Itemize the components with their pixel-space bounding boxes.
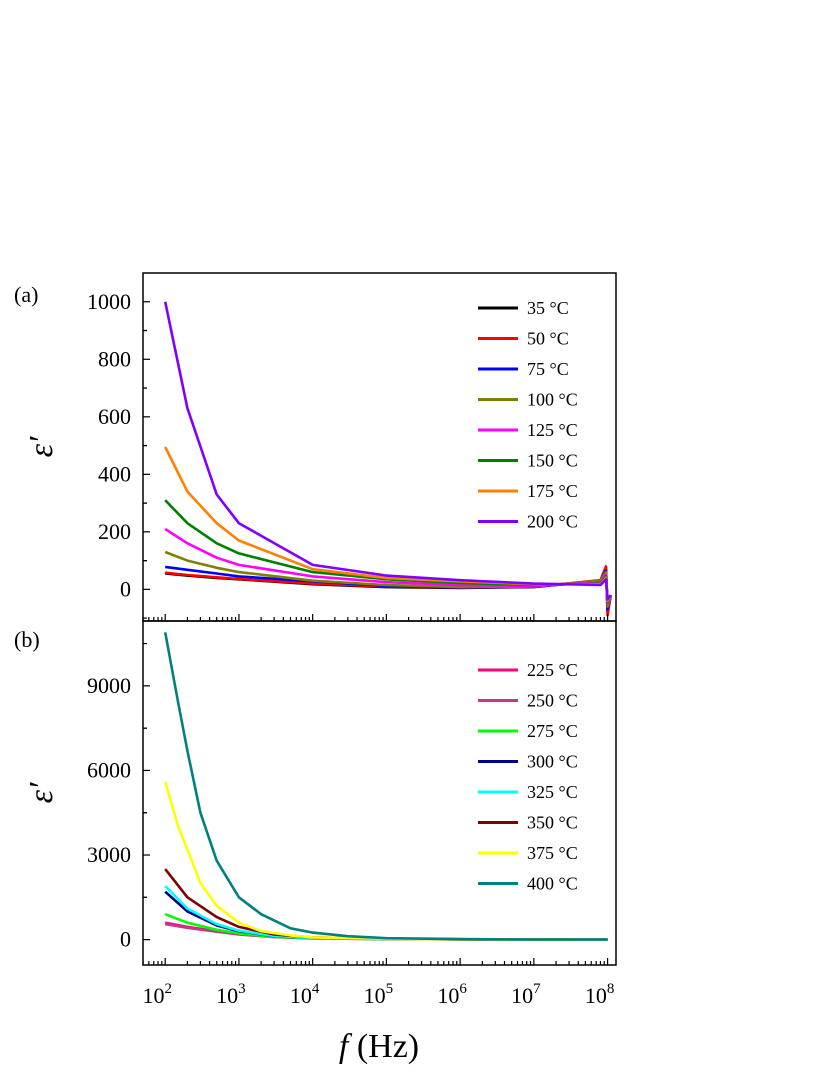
x-tick-label: 103 bbox=[216, 981, 246, 1008]
x-tick-label: 105 bbox=[364, 981, 394, 1008]
y-tick-label: 800 bbox=[98, 346, 131, 371]
y-tick-label: 1000 bbox=[87, 289, 131, 314]
series-group bbox=[163, 301, 612, 617]
x-tick-label: 107 bbox=[511, 981, 541, 1008]
series-line-200c bbox=[163, 301, 612, 601]
panel-b-chart: 0 3000 6000 9000 ε′ (b) 225 °C 250 °C 275 °C 300 … bbox=[14, 620, 617, 1008]
legend-label: 100 °C bbox=[527, 390, 578, 410]
panel-label: (b) bbox=[14, 627, 40, 652]
legend-label: 325 °C bbox=[527, 782, 578, 802]
x-tick-label: 106 bbox=[437, 981, 467, 1008]
legend-label: 75 °C bbox=[527, 359, 569, 379]
legend-label: 300 °C bbox=[527, 752, 578, 772]
y-tick-label: 400 bbox=[98, 461, 131, 486]
series-line-125c bbox=[164, 527, 612, 605]
x-tick-base: 10 bbox=[437, 983, 459, 1008]
legend-label: 400 °C bbox=[527, 874, 578, 894]
legend-label: 175 °C bbox=[527, 481, 578, 501]
x-axis-label-unit: (Hz) bbox=[348, 1028, 419, 1065]
x-tick-label: 102 bbox=[142, 981, 172, 1008]
legend-label: 275 °C bbox=[527, 721, 578, 741]
y-tick-label: 600 bbox=[98, 404, 131, 429]
x-tick-exponent: 5 bbox=[386, 981, 394, 997]
legend-label: 50 °C bbox=[527, 329, 569, 349]
panel-label: (a) bbox=[14, 282, 38, 307]
x-tick-label: 108 bbox=[585, 981, 615, 1008]
legend-label: 350 °C bbox=[527, 813, 578, 833]
panel-a-chart: 0 200 400 600 800 1000 ε′ (a) 35 °C 50 °C 75 °C 100… bbox=[14, 272, 617, 622]
x-tick-exponent: 7 bbox=[533, 981, 541, 997]
x-tick-exponent: 4 bbox=[312, 981, 320, 997]
x-axis-label: f (Hz) bbox=[339, 1028, 419, 1065]
x-tick-base: 10 bbox=[585, 983, 607, 1008]
legend-label: 200 °C bbox=[527, 512, 578, 532]
x-tick-base: 10 bbox=[142, 983, 164, 1008]
legend-label: 250 °C bbox=[527, 691, 578, 711]
y-tick-label: 0 bbox=[120, 576, 131, 601]
x-tick-base: 10 bbox=[216, 983, 238, 1008]
x-tick-label: 104 bbox=[290, 981, 320, 1008]
legend-label: 225 °C bbox=[527, 660, 578, 680]
x-tick-exponent: 8 bbox=[607, 981, 615, 997]
x-tick-exponent: 2 bbox=[164, 981, 172, 997]
y-tick-label: 9000 bbox=[87, 673, 131, 698]
x-axis-title: f (Hz) bbox=[339, 1028, 419, 1065]
legend-label: 150 °C bbox=[527, 451, 578, 471]
x-tick-base: 10 bbox=[511, 983, 533, 1008]
y-tick-label: 6000 bbox=[87, 757, 131, 782]
legend-label: 35 °C bbox=[527, 298, 569, 318]
series-group bbox=[163, 632, 608, 941]
y-tick-label: 200 bbox=[98, 519, 131, 544]
y-tick-label: 0 bbox=[120, 927, 131, 952]
x-tick-base: 10 bbox=[290, 983, 312, 1008]
x-tick-exponent: 6 bbox=[459, 981, 467, 997]
y-axis-label: ε′ bbox=[23, 782, 60, 803]
legend-label: 375 °C bbox=[527, 843, 578, 863]
plot-frame bbox=[142, 272, 617, 622]
legend-label: 125 °C bbox=[527, 420, 578, 440]
x-tick-base: 10 bbox=[364, 983, 386, 1008]
series-line-400c bbox=[163, 632, 608, 941]
series-line-50c bbox=[165, 565, 612, 617]
y-tick-label: 3000 bbox=[87, 842, 131, 867]
y-axis-label: ε′ bbox=[23, 436, 60, 457]
x-tick-exponent: 3 bbox=[238, 981, 246, 997]
